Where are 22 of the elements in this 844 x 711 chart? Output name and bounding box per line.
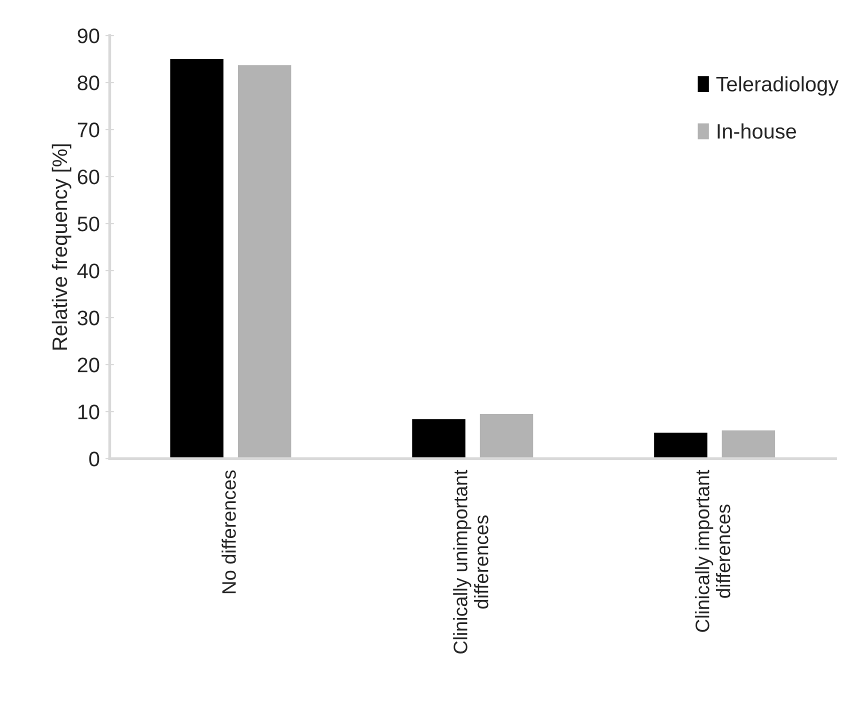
y-tick-label: 80 (78, 76, 100, 90)
y-tick-label: 50 (78, 216, 100, 232)
bar (412, 419, 466, 459)
y-tick-label: 10 (78, 404, 100, 420)
y-tick-label: 70 (78, 122, 100, 138)
bar (654, 432, 708, 459)
y-tick-label: 30 (78, 310, 100, 326)
legend-label: In-house (718, 123, 796, 139)
y-tick-label: 20 (78, 358, 100, 372)
bar (722, 430, 776, 459)
x-tick-label: No differences (222, 470, 236, 594)
bar (238, 65, 292, 459)
y-tick-label: 0 (89, 452, 100, 466)
x-tick-label: Clinically unimportant differences (453, 470, 488, 654)
y-axis-title: Relative frequency [%] (52, 144, 72, 350)
bar (480, 414, 534, 459)
bar (170, 59, 224, 459)
legend-label: Teleradiology (716, 76, 839, 96)
x-tick-label: Clinically important differences (695, 470, 730, 632)
y-tick-label: 40 (77, 264, 100, 278)
y-tick-label: 60 (78, 170, 100, 184)
y-tick-label: 90 (78, 28, 100, 44)
